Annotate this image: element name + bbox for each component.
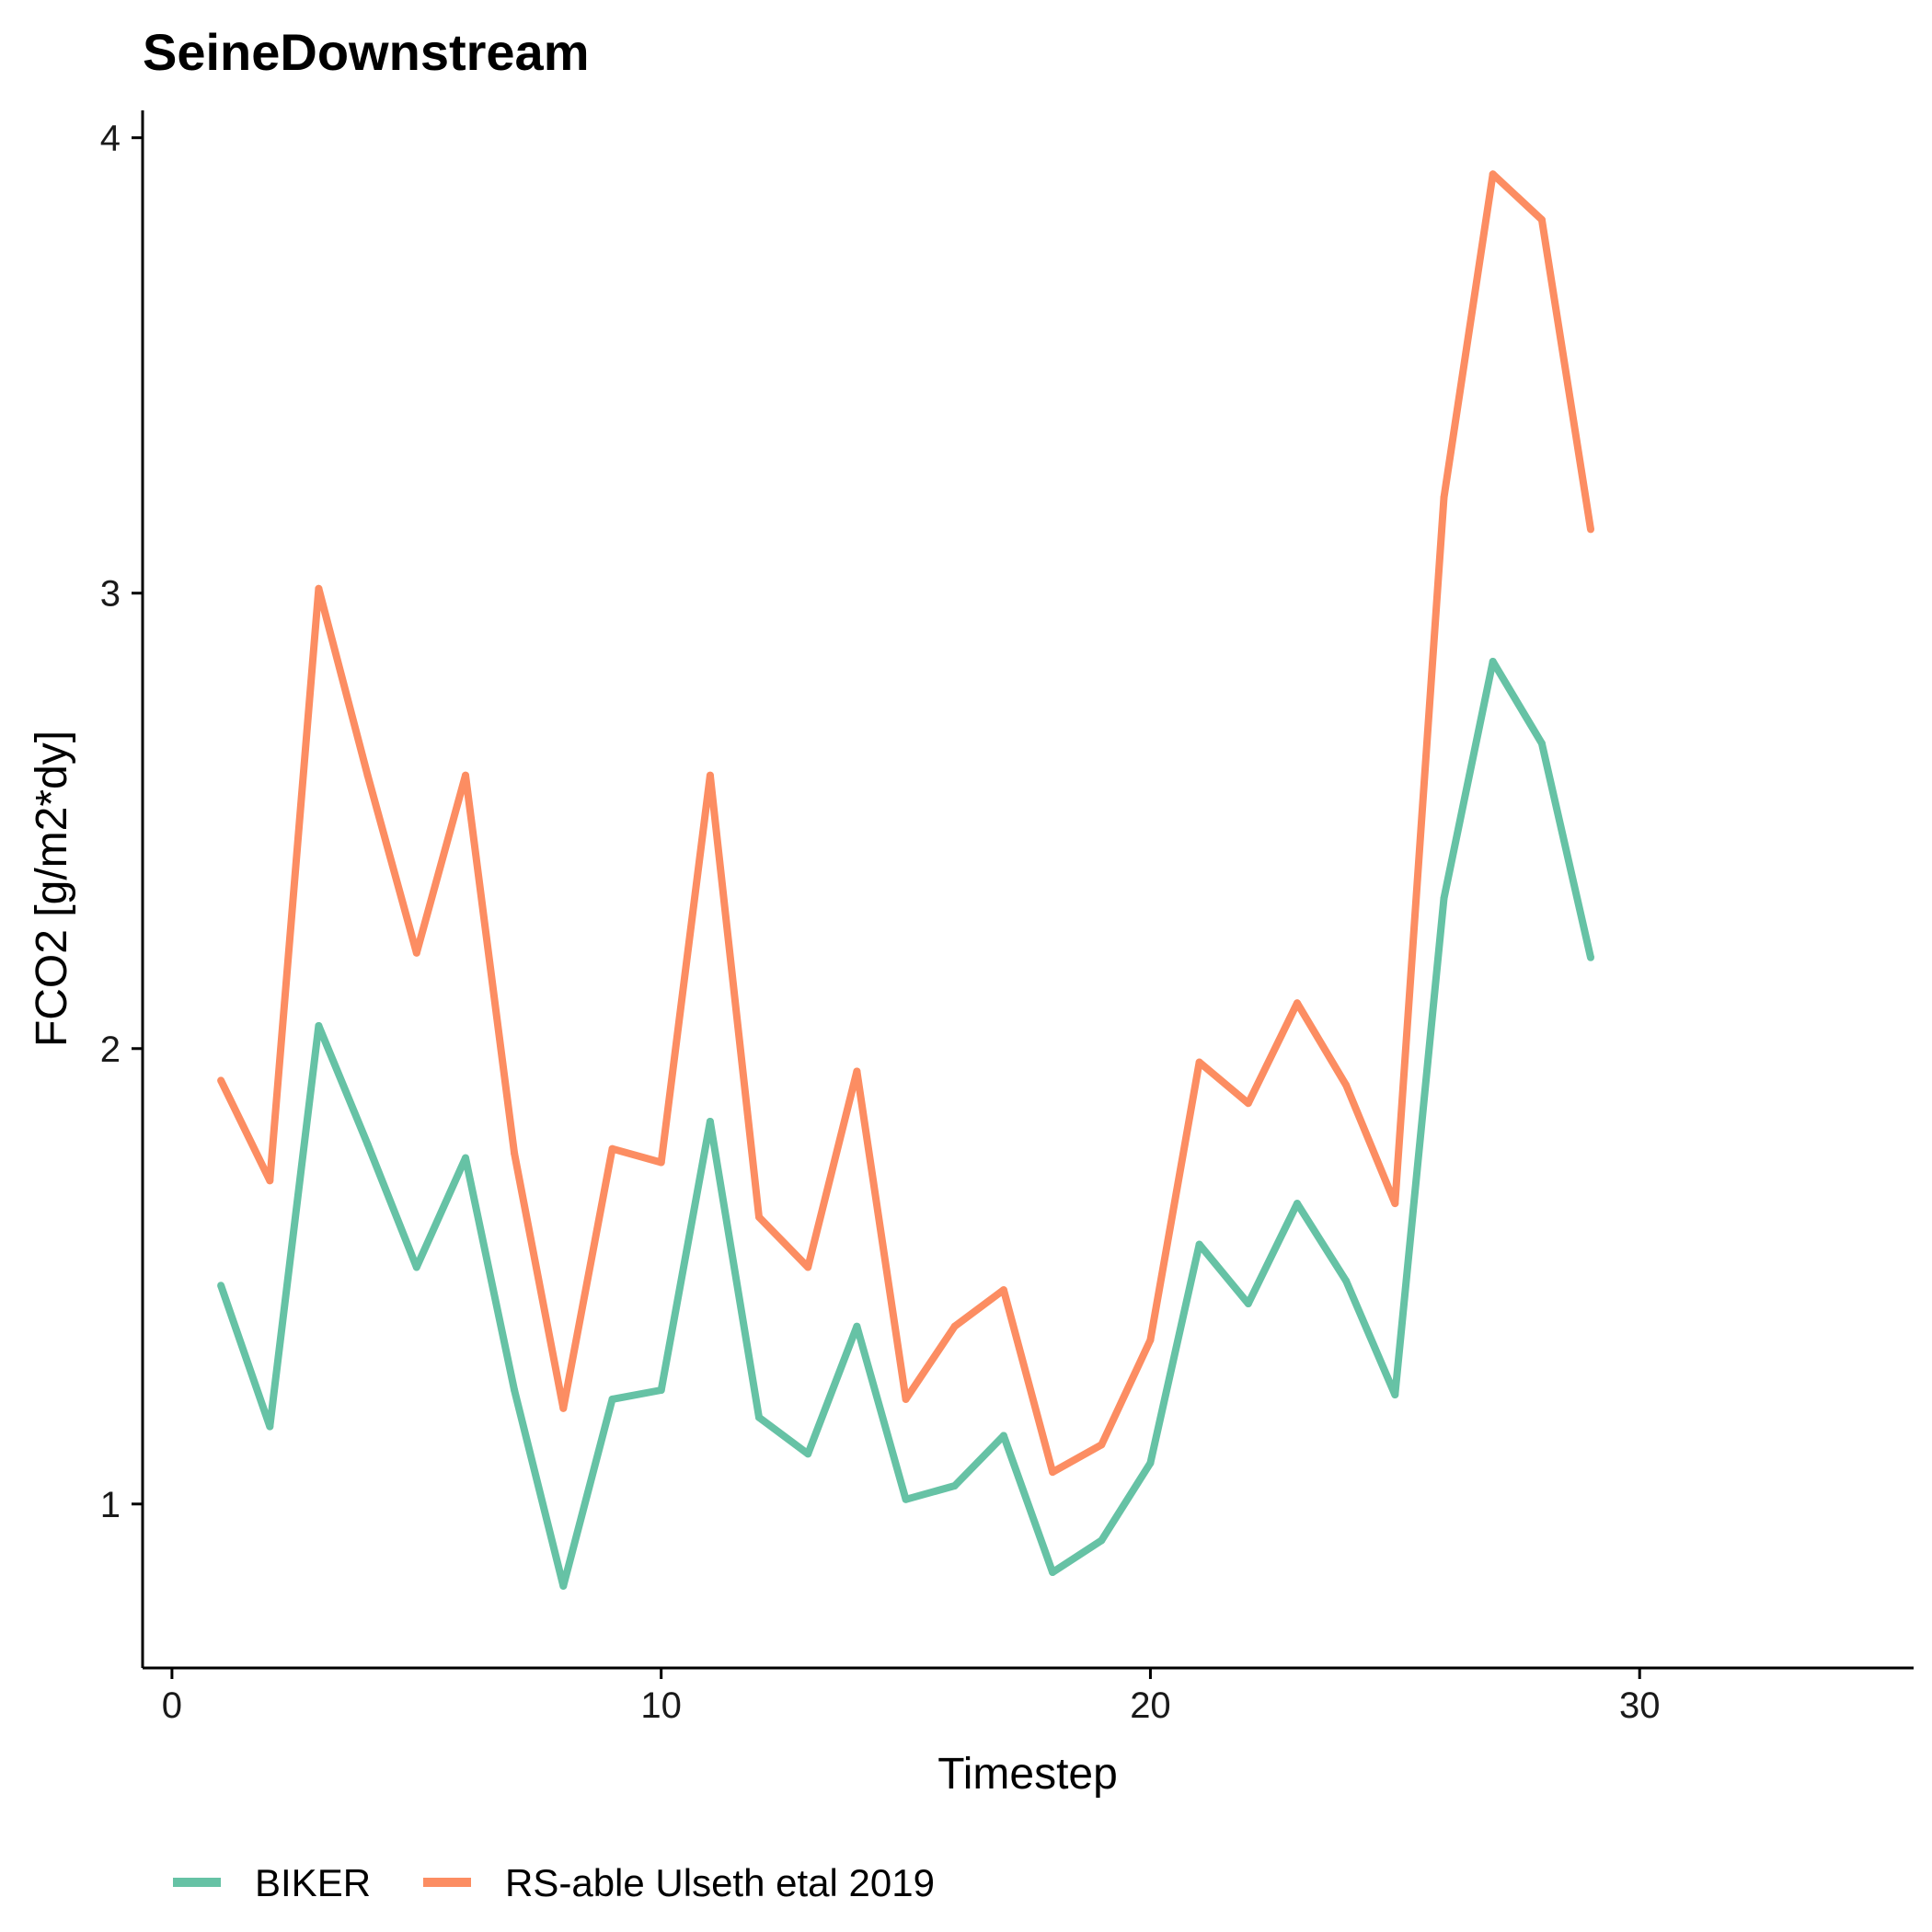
data-point xyxy=(1049,1569,1057,1576)
x-tick-label: 30 xyxy=(1619,1685,1661,1726)
data-point xyxy=(1146,1459,1155,1467)
data-point xyxy=(1440,493,1448,501)
data-point xyxy=(1537,215,1546,224)
data-point xyxy=(1146,1336,1155,1344)
data-point xyxy=(657,1158,665,1167)
series-group xyxy=(217,170,1594,1590)
data-point xyxy=(462,1154,469,1162)
data-point xyxy=(999,1286,1007,1294)
series-line-biker xyxy=(217,658,1594,1590)
data-point xyxy=(657,1386,665,1394)
data-point xyxy=(950,1482,959,1489)
data-point xyxy=(804,1263,812,1271)
data-point xyxy=(950,1322,959,1330)
data-point xyxy=(1294,1200,1301,1208)
legend: BIKER RS-able Ulseth etal 2019 xyxy=(173,1861,935,1904)
data-point xyxy=(1537,740,1546,748)
data-point xyxy=(266,1177,274,1185)
y-tick-label: 3 xyxy=(100,574,121,615)
data-point xyxy=(1195,1240,1203,1248)
y-tick-label: 1 xyxy=(100,1485,121,1525)
data-point xyxy=(1294,999,1301,1007)
data-point xyxy=(1440,894,1448,903)
data-point xyxy=(363,1140,372,1148)
x-ticks: 0 10 20 30 xyxy=(162,1668,1661,1726)
data-point xyxy=(217,1282,225,1290)
data-point xyxy=(1587,953,1594,961)
data-point xyxy=(1391,1391,1399,1398)
series-line-rs-able-ulseth xyxy=(217,170,1594,1477)
data-point xyxy=(1489,170,1497,178)
data-point xyxy=(1098,1536,1106,1545)
data-point xyxy=(1244,1099,1252,1108)
data-point xyxy=(1489,658,1497,665)
x-axis-title: Timestep xyxy=(937,1750,1118,1799)
data-point xyxy=(363,771,372,779)
data-point xyxy=(1049,1468,1057,1477)
data-point xyxy=(559,1404,568,1412)
data-point xyxy=(1244,1300,1252,1307)
data-point xyxy=(1587,525,1594,534)
data-point xyxy=(511,1386,519,1394)
data-point xyxy=(217,1076,225,1085)
data-point xyxy=(559,1581,568,1590)
legend-label: RS-able Ulseth etal 2019 xyxy=(505,1861,935,1904)
data-point xyxy=(412,949,420,957)
data-point xyxy=(315,584,323,592)
x-tick-label: 0 xyxy=(162,1685,182,1726)
data-point xyxy=(315,1022,323,1029)
data-point xyxy=(902,1495,910,1503)
legend-label: BIKER xyxy=(255,1861,371,1904)
x-tick-label: 20 xyxy=(1130,1685,1171,1726)
data-point xyxy=(1342,1277,1351,1285)
data-point xyxy=(1098,1441,1106,1449)
data-point xyxy=(1342,1081,1351,1089)
data-point xyxy=(511,1149,519,1157)
data-point xyxy=(853,1067,861,1075)
data-point xyxy=(755,1213,763,1221)
data-point xyxy=(804,1450,812,1458)
y-axis-title: FCO2 [g/m2*dy] xyxy=(28,730,76,1047)
data-point xyxy=(266,1422,274,1431)
data-point xyxy=(1195,1058,1203,1066)
y-tick-label: 4 xyxy=(100,119,121,159)
data-point xyxy=(706,1118,714,1125)
data-point xyxy=(1391,1200,1399,1208)
data-point xyxy=(853,1322,861,1330)
data-point xyxy=(902,1395,910,1403)
data-point xyxy=(755,1413,763,1421)
data-point xyxy=(608,1395,616,1403)
axes xyxy=(141,110,1914,1670)
data-point xyxy=(462,771,469,779)
y-ticks: 1 2 3 4 xyxy=(100,119,143,1525)
data-point xyxy=(412,1263,420,1271)
data-point xyxy=(608,1144,616,1153)
data-point xyxy=(706,771,714,779)
data-point xyxy=(999,1432,1007,1440)
chart-title: SeineDownstream xyxy=(143,23,590,81)
y-tick-label: 2 xyxy=(100,1029,121,1070)
x-tick-label: 10 xyxy=(640,1685,682,1726)
